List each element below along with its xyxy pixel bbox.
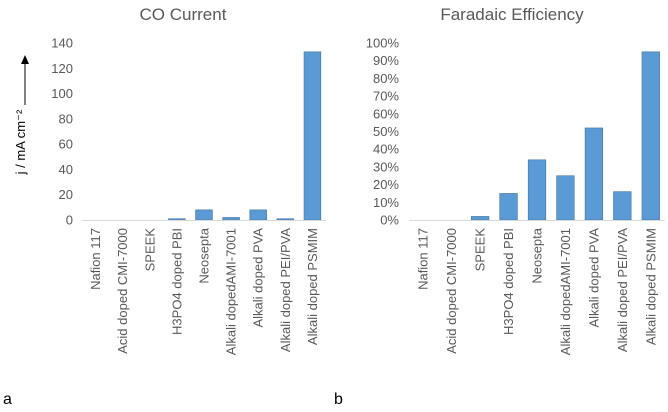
chart-a-y-tick-label: 0 [66, 213, 73, 228]
chart-a-category-label: Neosepta [197, 227, 212, 283]
chart-b-y-tick-label: 70% [373, 89, 399, 104]
chart-a-y-tick-label: 80 [59, 111, 73, 126]
chart-a-y-tick-label: 120 [51, 61, 73, 76]
chart-b-bar [613, 191, 632, 221]
chart-a-y-tick-label: 40 [59, 162, 73, 177]
chart-b-y-tick-label: 30% [373, 159, 399, 174]
chart-b-category-labels: Nafion 117 Acid doped CMI-7000 SPEEK H3PO4 … [416, 227, 659, 355]
chart-a-ylabel: j / mA cm⁻² [13, 109, 28, 175]
chart-b-category-label: Alkali dopedAMI-7001 [558, 228, 573, 355]
chart-a-bar [195, 209, 213, 221]
chart-b-bar [414, 219, 432, 220]
chart-a-bar [222, 217, 240, 221]
chart-b-category-label: Alkali doped PVA [586, 228, 601, 328]
chart-b-y-tick-label: 10% [373, 195, 399, 210]
chart-a-bar [303, 51, 322, 221]
chart-a-bars [87, 51, 322, 221]
chart-a-category-label: Nafion 117 [88, 228, 103, 290]
chart-a-y-tick-label: 20 [59, 187, 73, 202]
panel-label-a: a [3, 391, 12, 408]
chart-a-category-label: SPEEK [142, 228, 157, 272]
chart-a-bar [141, 219, 158, 220]
chart-b-y-tick-label: 60% [373, 106, 399, 121]
chart-b-category-label: Acid doped CMI-7000 [444, 228, 459, 354]
chart-b-y-tick-label: 100% [366, 36, 400, 51]
chart-b-y-tick-label: 20% [373, 177, 399, 192]
chart-b-bars [414, 51, 660, 221]
chart-b-bar [499, 193, 518, 221]
chart-b-y-tick-label: 80% [373, 71, 399, 86]
chart-b-category-label: Alkali doped PSMIM [643, 228, 658, 345]
chart-a-bar [114, 219, 131, 220]
chart-b-bar [556, 175, 575, 221]
chart-a-category-label: H3PO4 doped PBI [169, 228, 184, 335]
chart-a-y-tick-label: 140 [51, 36, 73, 51]
chart-b-bar [443, 219, 461, 220]
chart-b-y-tick-label: 40% [373, 142, 399, 157]
chart-b-y-tick-label: 0% [380, 213, 399, 228]
chart-b-title: Faradaic Efficiency [440, 5, 584, 24]
chart-a-category-label: Alkali dopedAMI-7001 [224, 228, 239, 355]
chart-b-y-ticks: 0% 10% 20% 30% 40% 50% 60% 70% 80% 90% 100% [366, 36, 400, 228]
chart-a-y-axis-label: j / mA cm⁻² [13, 109, 28, 175]
chart-a-bar [249, 209, 267, 221]
chart-b-category-label: SPEEK [473, 228, 488, 272]
panel-label-b: b [334, 391, 343, 408]
chart-a-category-label: Alkali doped PVA [251, 228, 266, 328]
chart-b-y-tick-label: 50% [373, 124, 399, 139]
chart-a-y-tick-label: 100 [51, 86, 73, 101]
chart-a-category-label: Alkali doped PSMIM [305, 228, 320, 345]
chart-b-category-label: Neosepta [530, 227, 545, 283]
chart-b-category-label: Nafion 117 [416, 228, 431, 290]
chart-b-bar [527, 159, 547, 221]
chart-a-category-labels: Nafion 117 Acid doped CMI-7000 SPEEK H3PO4 … [88, 227, 320, 355]
chart-a-bar [168, 218, 186, 221]
chart-a-y-ticks: 0 20 40 60 80 100 120 140 [51, 36, 73, 228]
chart-b-category-label: Alkali doped PEI/PVA [615, 228, 630, 352]
chart-b-bar [470, 216, 490, 221]
chart-a-category-label: Acid doped CMI-7000 [115, 228, 130, 354]
chart-panel-b: Faradaic Efficiency 0% 10% 20% 30% 40% 50% 60%… [334, 5, 665, 408]
chart-a-y-tick-label: 60 [59, 137, 73, 152]
chart-a-title: CO Current [140, 5, 227, 24]
chart-b-bar [584, 127, 604, 221]
chart-a-y-arrow [21, 55, 29, 105]
chart-a-category-label: Alkali doped PEI/PVA [278, 228, 293, 352]
chart-b-category-label: H3PO4 doped PBI [501, 228, 516, 335]
chart-b-bar [641, 51, 660, 221]
chart-b-y-tick-label: 90% [373, 53, 399, 68]
chart-a-bar [87, 219, 104, 220]
chart-panel-a: CO Current 0 20 40 60 80 100 120 140 Nafion 117… [3, 5, 326, 408]
chart-a-bar [276, 218, 295, 221]
